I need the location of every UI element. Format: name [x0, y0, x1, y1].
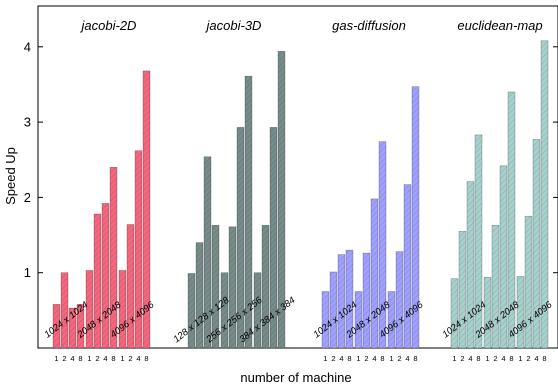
bar-hatch: [451, 278, 458, 348]
machine-count-label: 8: [144, 354, 148, 363]
machine-count-label: 4: [405, 354, 409, 363]
group-title: gas-diffusion: [332, 18, 406, 33]
bar-hatch: [127, 224, 134, 348]
bar-hatch: [119, 270, 126, 348]
bar-hatch: [500, 165, 507, 348]
y-tick-label: 4: [24, 39, 31, 54]
bar-hatch: [69, 308, 76, 348]
x-axis-title: number of machine: [240, 370, 351, 385]
bar-hatch: [467, 181, 474, 348]
bar-hatch: [330, 271, 337, 348]
bar-hatch: [204, 156, 211, 348]
bar-hatch: [525, 216, 532, 348]
machine-count-label: 4: [534, 354, 538, 363]
bar-hatch: [262, 225, 269, 348]
bar-hatch: [322, 291, 329, 348]
machine-count-label: 4: [501, 354, 505, 363]
machine-count-label: 1: [485, 354, 489, 363]
bar-hatch: [77, 304, 84, 348]
bar-hatch: [508, 91, 515, 348]
bar-hatch: [484, 277, 491, 348]
y-tick-label: 2: [24, 190, 31, 205]
machine-count-label: 4: [70, 354, 74, 363]
machine-count-label: 2: [95, 354, 99, 363]
y-axis-title: Speed Up: [3, 147, 18, 205]
machine-count-label: 1: [518, 354, 522, 363]
machine-count-label: 2: [364, 354, 368, 363]
bar-hatch: [533, 139, 540, 348]
machine-count-label: 4: [103, 354, 107, 363]
bar-hatch: [196, 242, 203, 348]
machine-count-label: 2: [62, 354, 66, 363]
bar-hatch: [53, 304, 60, 348]
machine-count-label: 1: [452, 354, 456, 363]
bar-hatch: [517, 276, 524, 348]
bar-hatch: [61, 272, 68, 348]
bar-hatch: [237, 127, 244, 348]
machine-count-label: 2: [526, 354, 530, 363]
y-axis: 1 2 3 4: [24, 39, 558, 280]
bar-hatch: [371, 198, 378, 348]
machine-count-label: 8: [347, 354, 351, 363]
machine-count-label: 8: [413, 354, 417, 363]
bar-hatch: [143, 70, 150, 349]
machine-count-label: 1: [120, 354, 124, 363]
machine-count-label: 1: [87, 354, 91, 363]
bar-hatch: [475, 134, 482, 348]
bar-hatch: [355, 291, 362, 348]
machine-count-label: 8: [509, 354, 513, 363]
group-title: jacobi-2D: [80, 18, 137, 33]
group-titles: jacobi-2D jacobi-3D gas-diffusion euclidean…: [80, 18, 543, 33]
y-tick-label: 3: [24, 115, 31, 130]
machine-count-label: 2: [493, 354, 497, 363]
bar-hatch: [363, 253, 370, 348]
bar-hatch: [135, 150, 142, 348]
machine-count-label: 2: [460, 354, 464, 363]
bar-hatch: [229, 226, 236, 348]
group-title: euclidean-map: [457, 18, 542, 33]
machine-count-label: 1: [54, 354, 58, 363]
bar-hatch: [221, 272, 228, 348]
bar-hatch: [412, 86, 419, 349]
machine-count-label: 8: [111, 354, 115, 363]
machine-count-label: 8: [476, 354, 480, 363]
bar-hatch: [270, 127, 277, 348]
machine-count-label: 2: [128, 354, 132, 363]
machine-count-label: 4: [468, 354, 472, 363]
bar-hatch: [404, 184, 411, 348]
bar-hatch: [459, 231, 466, 348]
bar-hatch: [110, 167, 117, 348]
machine-count-label: 2: [331, 354, 335, 363]
bar-hatch: [492, 225, 499, 348]
bar-hatch: [86, 270, 93, 348]
bar-hatch: [254, 272, 261, 348]
machine-count-label: 8: [380, 354, 384, 363]
machine-count-label: 8: [542, 354, 546, 363]
machine-count-label: 8: [78, 354, 82, 363]
bar-hatch: [245, 76, 252, 349]
y-tick-label: 1: [24, 265, 31, 280]
bar-hatch: [212, 225, 219, 348]
machine-count-label: 2: [397, 354, 401, 363]
bar-hatch: [346, 250, 353, 348]
bar-hatch: [278, 51, 285, 349]
bar-hatch: [396, 251, 403, 348]
bar-hatch: [541, 40, 548, 348]
bar-hatch: [188, 273, 195, 348]
bar-hatch: [338, 254, 345, 348]
machine-count-label: 1: [389, 354, 393, 363]
machine-count-label: 4: [372, 354, 376, 363]
bar-hatch: [102, 203, 109, 348]
machine-count-label: 1: [323, 354, 327, 363]
machine-count-label: 4: [136, 354, 140, 363]
machine-count-label: 4: [339, 354, 343, 363]
group-title: jacobi-3D: [205, 18, 262, 33]
bars: [52, 40, 549, 349]
bar-hatch: [94, 213, 101, 348]
machine-count-label: 1: [356, 354, 360, 363]
bar-hatch: [379, 141, 386, 348]
bar-hatch: [388, 291, 395, 348]
